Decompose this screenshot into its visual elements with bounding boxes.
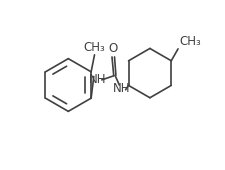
- Text: CH₃: CH₃: [84, 41, 105, 54]
- Text: CH₃: CH₃: [179, 35, 201, 48]
- Text: NH: NH: [113, 82, 130, 95]
- Text: O: O: [109, 42, 118, 55]
- Text: NH: NH: [89, 73, 107, 86]
